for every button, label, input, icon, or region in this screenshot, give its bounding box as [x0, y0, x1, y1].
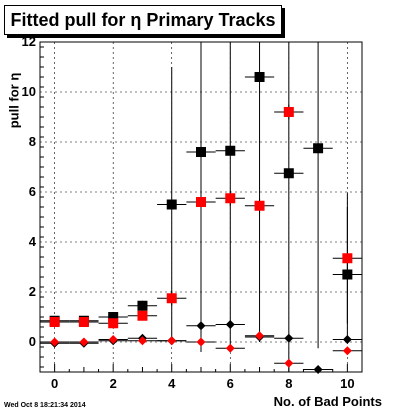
data-point-diamond: [196, 321, 206, 331]
y-tick-label: 10: [22, 84, 36, 99]
data-point-diamond: [342, 346, 352, 356]
x-tick-label: 4: [168, 376, 176, 391]
data-point-square: [108, 318, 119, 329]
data-point-square: [254, 200, 265, 211]
data-point-diamond: [167, 336, 177, 346]
data-point-square: [196, 147, 206, 157]
y-tick-label: 8: [29, 134, 36, 149]
data-point-diamond: [137, 336, 147, 346]
data-point-square: [49, 317, 60, 327]
data-point-diamond: [225, 320, 235, 329]
data-point-square: [254, 72, 265, 82]
data-point-square: [108, 312, 119, 322]
data-point-square: [166, 293, 177, 304]
data-point-square: [283, 107, 294, 117]
x-tick-label: 0: [51, 376, 58, 391]
data-point-diamond: [313, 365, 323, 374]
data-point-diamond: [79, 337, 89, 347]
y-tick-label: 0: [29, 334, 36, 349]
data-point-square: [342, 253, 353, 264]
data-point-square: [225, 193, 236, 204]
chart-title: Fitted pull for η Primary Tracks: [4, 5, 282, 35]
x-axis-label: No. of Bad Points: [273, 394, 382, 409]
y-tick-label: 4: [29, 234, 37, 249]
data-point-square: [137, 310, 148, 321]
data-point-diamond: [196, 337, 206, 347]
data-point-square: [137, 300, 148, 311]
data-point-diamond: [225, 343, 235, 353]
data-point-square: [225, 145, 236, 156]
data-point-square: [78, 317, 89, 327]
x-tick-label: 8: [285, 376, 292, 391]
x-tick-label: 6: [227, 376, 234, 391]
data-point-square: [196, 197, 206, 207]
data-point-square: [166, 199, 177, 210]
data-point-diamond: [50, 337, 60, 347]
data-point-diamond: [284, 333, 294, 343]
data-point-diamond: [284, 358, 294, 368]
data-point-diamond: [108, 335, 118, 344]
y-axis-label: pull for η: [6, 72, 22, 128]
data-point-diamond: [255, 331, 265, 341]
y-axis-label-wrap: pull for η: [4, 46, 24, 154]
data-point-diamond: [342, 335, 352, 344]
y-tick-label: 6: [29, 184, 36, 199]
x-tick-label: 10: [340, 376, 354, 391]
x-tick-label: 2: [110, 376, 117, 391]
data-point-square: [283, 168, 294, 179]
y-tick-label: 2: [29, 284, 36, 299]
data-point-square: [313, 143, 324, 154]
timestamp-footer: Wed Oct 8 18:21:34 2014: [4, 402, 86, 409]
y-tick-label: 12: [22, 34, 36, 49]
